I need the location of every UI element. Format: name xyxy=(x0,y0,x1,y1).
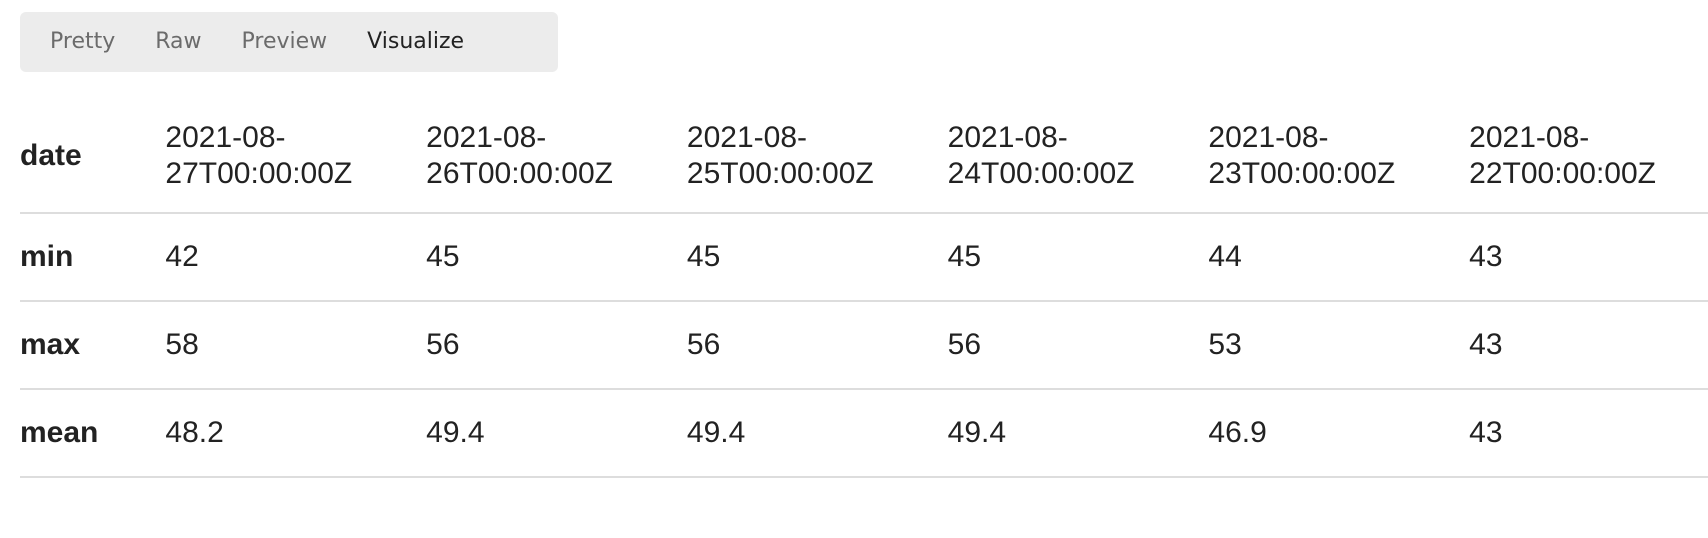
tab-visualize[interactable]: Visualize xyxy=(367,29,465,54)
view-mode-tabbar: Pretty Raw Preview Visualize xyxy=(20,12,558,72)
date-line-1: 2021-08- xyxy=(1208,121,1329,154)
row-header-date: date xyxy=(20,100,166,214)
date-line-2: 25T00:00:00Z xyxy=(686,157,874,190)
date-line-2: 26T00:00:00Z xyxy=(426,157,613,190)
date-line-1: 2021-08- xyxy=(1469,121,1590,154)
max-cell: 56 xyxy=(686,301,948,390)
table-row-min: min 42 45 45 45 44 43 xyxy=(20,213,1708,302)
date-cell: 2021-08- 26T00:00:00Z xyxy=(426,100,687,214)
max-cell: 58 xyxy=(165,301,427,390)
row-header-min: min xyxy=(20,213,166,302)
max-cell: 56 xyxy=(947,301,1209,390)
tab-raw[interactable]: Raw xyxy=(155,29,202,54)
date-cell: 2021-08- 27T00:00:00Z xyxy=(165,100,427,214)
table-row-mean: mean 48.2 49.4 49.4 49.4 46.9 43 xyxy=(20,389,1708,478)
mean-cell: 49.4 xyxy=(947,389,1209,478)
mean-cell: 43 xyxy=(1469,389,1708,478)
min-cell: 45 xyxy=(686,213,948,302)
min-cell: 43 xyxy=(1469,213,1708,302)
mean-cell: 49.4 xyxy=(686,389,948,478)
visualize-table-container: date 2021-08- 27T00:00:00Z 2021-08- 26T00:… xyxy=(20,100,1708,478)
date-line-2: 23T00:00:00Z xyxy=(1208,157,1396,190)
date-line-2: 24T00:00:00Z xyxy=(947,157,1135,190)
min-cell: 45 xyxy=(426,213,687,302)
date-line-2: 27T00:00:00Z xyxy=(165,157,353,190)
date-line-1: 2021-08- xyxy=(165,121,286,154)
date-cell: 2021-08- 25T00:00:00Z xyxy=(686,100,948,214)
row-header-max: max xyxy=(20,301,166,390)
date-line-1: 2021-08- xyxy=(686,121,808,154)
table-row-date: date 2021-08- 27T00:00:00Z 2021-08- 26T00:… xyxy=(20,100,1708,214)
min-cell: 42 xyxy=(165,213,427,302)
date-line-1: 2021-08- xyxy=(426,121,547,154)
max-cell: 53 xyxy=(1208,301,1470,390)
max-cell: 56 xyxy=(426,301,687,390)
max-cell: 43 xyxy=(1469,301,1708,390)
mean-cell: 48.2 xyxy=(165,389,427,478)
date-cell: 2021-08- 24T00:00:00Z xyxy=(947,100,1209,214)
date-line-1: 2021-08- xyxy=(947,121,1068,154)
tab-pretty[interactable]: Pretty xyxy=(50,29,116,54)
min-cell: 44 xyxy=(1208,213,1470,302)
visualize-table: date 2021-08- 27T00:00:00Z 2021-08- 26T00:… xyxy=(20,100,1708,478)
date-cell: 2021-08- 23T00:00:00Z xyxy=(1208,100,1470,214)
mean-cell: 46.9 xyxy=(1208,389,1470,478)
tab-preview[interactable]: Preview xyxy=(241,29,328,54)
date-line-2: 22T00:00:00Z xyxy=(1469,157,1656,190)
mean-cell: 49.4 xyxy=(426,389,687,478)
row-header-mean: mean xyxy=(20,389,166,478)
date-cell: 2021-08- 22T00:00:00Z xyxy=(1469,100,1708,214)
min-cell: 45 xyxy=(947,213,1209,302)
table-row-max: max 58 56 56 56 53 43 xyxy=(20,301,1708,390)
